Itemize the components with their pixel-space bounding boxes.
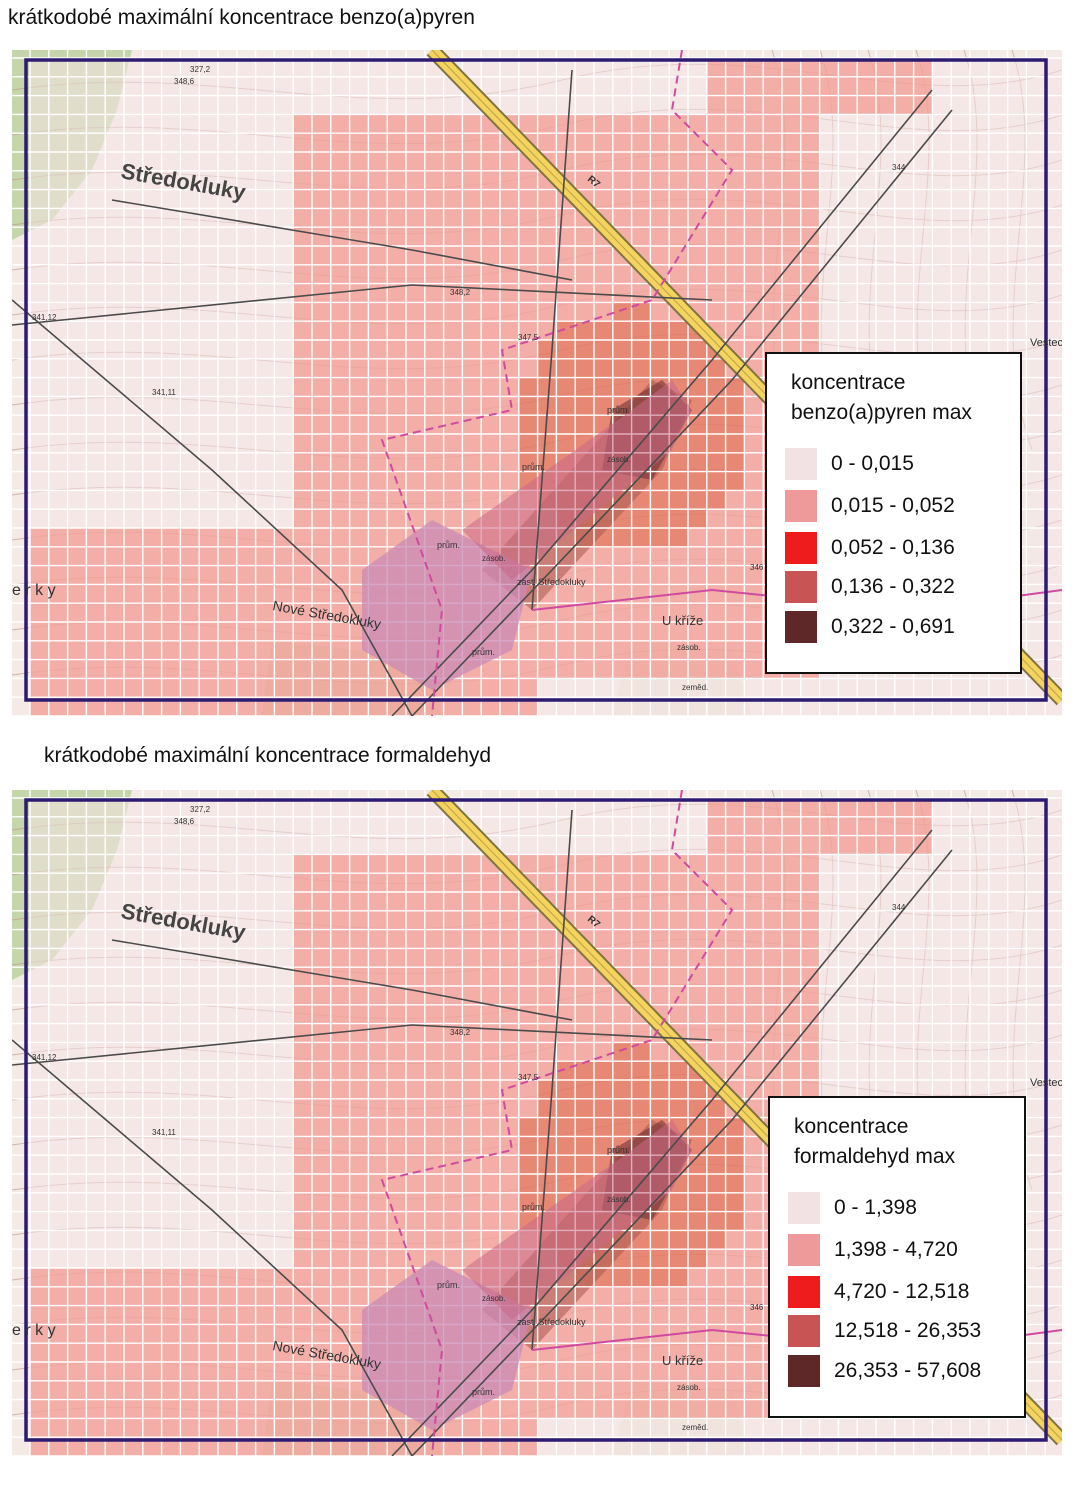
- legend-item: 12,518 - 26,353: [788, 1315, 981, 1347]
- elevation-label: 347,5: [518, 333, 539, 342]
- vestec-label: Vestec: [1030, 337, 1062, 349]
- legend-label: 26,353 - 57,608: [834, 1359, 982, 1382]
- legend-title-line1: koncentrace: [791, 371, 906, 394]
- zasob-label: zásob.: [607, 1195, 631, 1204]
- zasob-label: zásob.: [677, 1383, 701, 1392]
- legend-formaldehyd: koncentrace formaldehyd max 0 - 1,398 1,…: [768, 1096, 1026, 1418]
- legend-title: koncentrace formaldehyd max: [794, 1112, 955, 1172]
- railway-lines: [12, 809, 953, 1456]
- municipal-boundary: [380, 50, 734, 716]
- elevation-label: 348,2: [450, 288, 471, 297]
- station-label: zast. Středokluky: [517, 1317, 586, 1327]
- legend-item: 0,322 - 0,691: [785, 611, 955, 643]
- zasob-label: zásob.: [607, 455, 631, 464]
- elevation-label: 341,12: [32, 313, 57, 322]
- place-label: U kříže: [662, 613, 703, 628]
- panel-title-benzo: krátkodobé maximální koncentrace benzo(a…: [8, 6, 475, 29]
- legend-swatch: [788, 1192, 820, 1224]
- legend-label: 1,398 - 4,720: [834, 1238, 958, 1261]
- study-area-frame: [24, 798, 1048, 1442]
- zasob-label: zásob.: [677, 643, 701, 652]
- municipal-boundary: [380, 790, 734, 1456]
- legend-item: 26,353 - 57,608: [788, 1355, 981, 1387]
- prum-label: prům.: [437, 1280, 460, 1290]
- vestec-label: Vestec: [1030, 1077, 1062, 1089]
- prum-label: prům.: [607, 405, 630, 415]
- panel-title-formaldehyd: krátkodobé maximální koncentrace formald…: [44, 744, 492, 767]
- prum-label: prům.: [472, 647, 495, 657]
- elevation-label: 327,2: [190, 805, 211, 814]
- legend-item: 0,052 - 0,136: [785, 532, 955, 564]
- industrial-zone: [362, 520, 532, 690]
- zemed-label: zeměd.: [682, 683, 708, 692]
- legend-label: 0,136 - 0,322: [831, 575, 955, 598]
- legend-label: 0,322 - 0,691: [831, 615, 955, 638]
- elevation-label: 341,12: [32, 1053, 57, 1062]
- legend-swatch: [785, 448, 817, 480]
- elevation-label: 344: [892, 163, 906, 172]
- area-label: e r k y: [12, 1322, 56, 1339]
- zasob-label: zásob.: [482, 1294, 506, 1303]
- legend-label: 0 - 0,015: [831, 452, 914, 475]
- legend-swatch: [788, 1276, 820, 1308]
- prum-label: prům.: [437, 540, 460, 550]
- legend-item: 4,720 - 12,518: [788, 1276, 969, 1308]
- elevation-label: 341,11: [152, 1128, 176, 1137]
- legend-swatch: [788, 1315, 820, 1347]
- elevation-label: 348,6: [174, 817, 195, 826]
- legend-title-line1: koncentrace: [794, 1115, 909, 1138]
- legend-label: 0 - 1,398: [834, 1196, 917, 1219]
- legend-item: 0,136 - 0,322: [785, 571, 955, 603]
- legend-swatch: [785, 490, 817, 522]
- legend-swatch: [788, 1234, 820, 1266]
- prum-label: prům.: [522, 1202, 545, 1212]
- elevation-label: 346: [750, 563, 764, 572]
- legend-item: 1,398 - 4,720: [788, 1234, 958, 1266]
- legend-item: 0 - 1,398: [788, 1192, 917, 1224]
- zasob-label: zásob.: [482, 554, 506, 563]
- study-area-frame: [24, 58, 1048, 702]
- elevation-label: 327,2: [190, 65, 211, 74]
- legend-item: 0 - 0,015: [785, 448, 914, 480]
- elevation-label: 344: [892, 903, 906, 912]
- legend-label: 0,015 - 0,052: [831, 494, 955, 517]
- legend-swatch: [785, 532, 817, 564]
- prum-label: prům.: [522, 462, 545, 472]
- concentration-grid: [30, 58, 1062, 716]
- legend-item: 0,015 - 0,052: [785, 490, 955, 522]
- industrial-zone: [362, 1260, 532, 1430]
- legend-label: 0,052 - 0,136: [831, 536, 955, 559]
- legend-swatch: [788, 1355, 820, 1387]
- area-label: e r k y: [12, 582, 56, 599]
- place-label: U kříže: [662, 1353, 703, 1368]
- elevation-label: 346: [750, 1303, 764, 1312]
- elevation-label: 341,11: [152, 388, 176, 397]
- legend-swatch: [785, 571, 817, 603]
- zemed-label: zeměd.: [682, 1423, 708, 1432]
- legend-title: koncentrace benzo(a)pyren max: [791, 368, 972, 428]
- legend-swatch: [785, 611, 817, 643]
- elevation-label: 348,2: [450, 1028, 471, 1037]
- station-label: zast. Středokluky: [517, 577, 586, 587]
- legend-benzo: koncentrace benzo(a)pyren max 0 - 0,015 …: [765, 352, 1022, 674]
- prum-label: prům.: [472, 1387, 495, 1397]
- elevation-label: 348,6: [174, 77, 195, 86]
- legend-title-line2: benzo(a)pyren max: [791, 401, 972, 424]
- legend-label: 12,518 - 26,353: [834, 1319, 982, 1342]
- legend-label: 4,720 - 12,518: [834, 1280, 970, 1303]
- railway-lines: [12, 69, 953, 716]
- prum-label: prům.: [607, 1145, 630, 1155]
- legend-title-line2: formaldehyd max: [794, 1145, 956, 1168]
- elevation-label: 347,5: [518, 1073, 539, 1082]
